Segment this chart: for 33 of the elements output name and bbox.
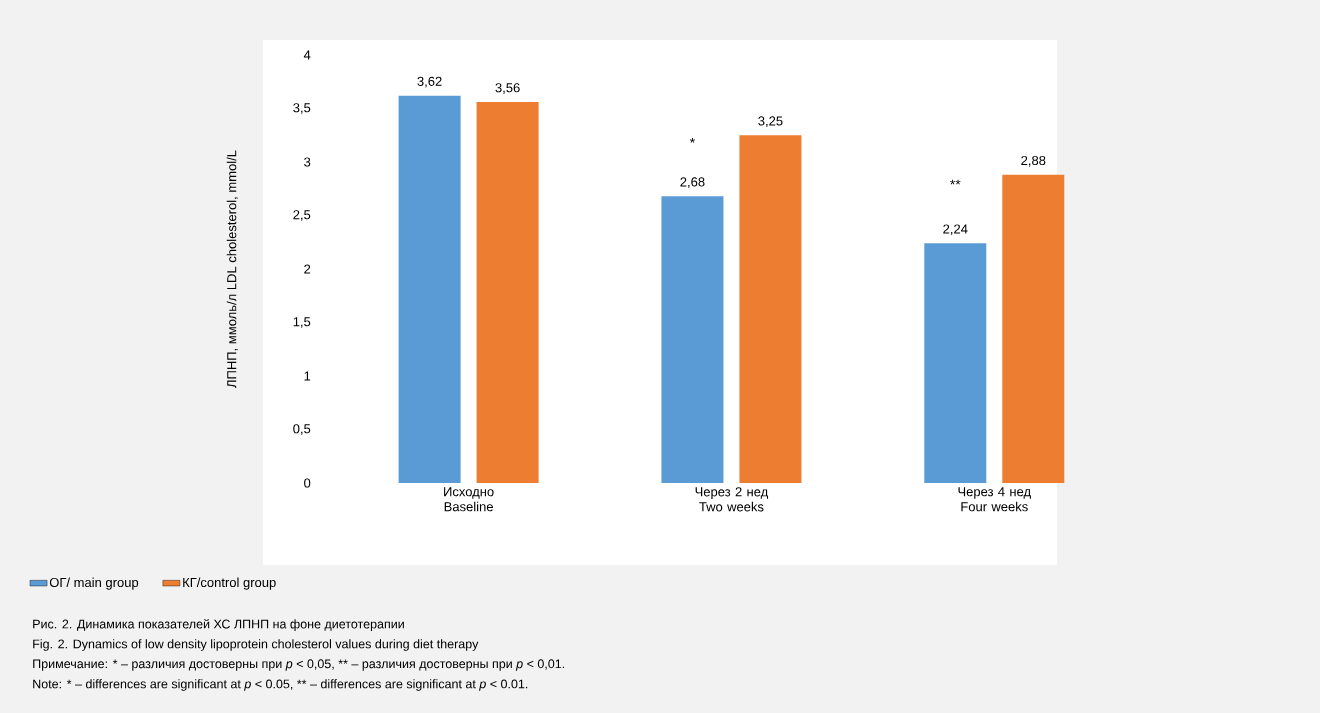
legend-label: ОГ/ main group	[49, 577, 139, 590]
annotation: **	[950, 179, 961, 185]
y-axis-title: ЛПНП, ммоль/л LDL cholesterol, mmol/L	[226, 150, 238, 388]
data-label: 2,88	[1021, 155, 1046, 167]
y-tick-label: 4	[303, 50, 311, 60]
text: Примечание: * – различия достоверны при p < 0,05, ** – различия достоверны при p < 0,01.	[33, 659, 565, 671]
bar	[661, 196, 724, 483]
legend-label: КГ/control group	[183, 577, 276, 590]
bar	[924, 243, 987, 483]
y-tick-label: 3	[304, 157, 311, 167]
y-tick-label: 3,5	[293, 103, 311, 114]
bar	[1002, 174, 1065, 483]
y-tick-label: 2,5	[293, 210, 311, 221]
data-label: 2,24	[943, 224, 968, 236]
bar	[398, 95, 461, 483]
annotation: *	[689, 137, 695, 143]
bar	[476, 102, 539, 483]
x-tick-label: Через 2 нед Two weeks	[695, 487, 769, 512]
y-tick-label: 0,5	[293, 424, 311, 435]
data-label: 3,62	[417, 76, 442, 88]
y-tick-label: 1,5	[293, 317, 311, 328]
y-tick-label: 2	[304, 264, 311, 274]
x-tick-label: Исходно Baseline	[444, 487, 494, 512]
bar	[739, 135, 802, 483]
data-label: 2,68	[680, 177, 705, 189]
y-tick-label: 1	[304, 371, 311, 381]
x-tick-label: Через 4 нед Four weeks	[958, 487, 1031, 512]
data-label: 3,25	[758, 116, 783, 128]
text: Рис. 2. Динамика показателей ХС ЛПНП на фоне диетотерапии	[33, 619, 404, 631]
data-label: 3,56	[495, 83, 520, 94]
caption: Fig. 2. Dynamics of low density lipoprotein cholesterol values during diet therapy	[33, 639, 479, 651]
text: Note: * – differences are significant at p < 0.05, ** – differences are significant at p < 0.01.	[33, 679, 528, 691]
y-tick-label: 0	[304, 478, 311, 488]
